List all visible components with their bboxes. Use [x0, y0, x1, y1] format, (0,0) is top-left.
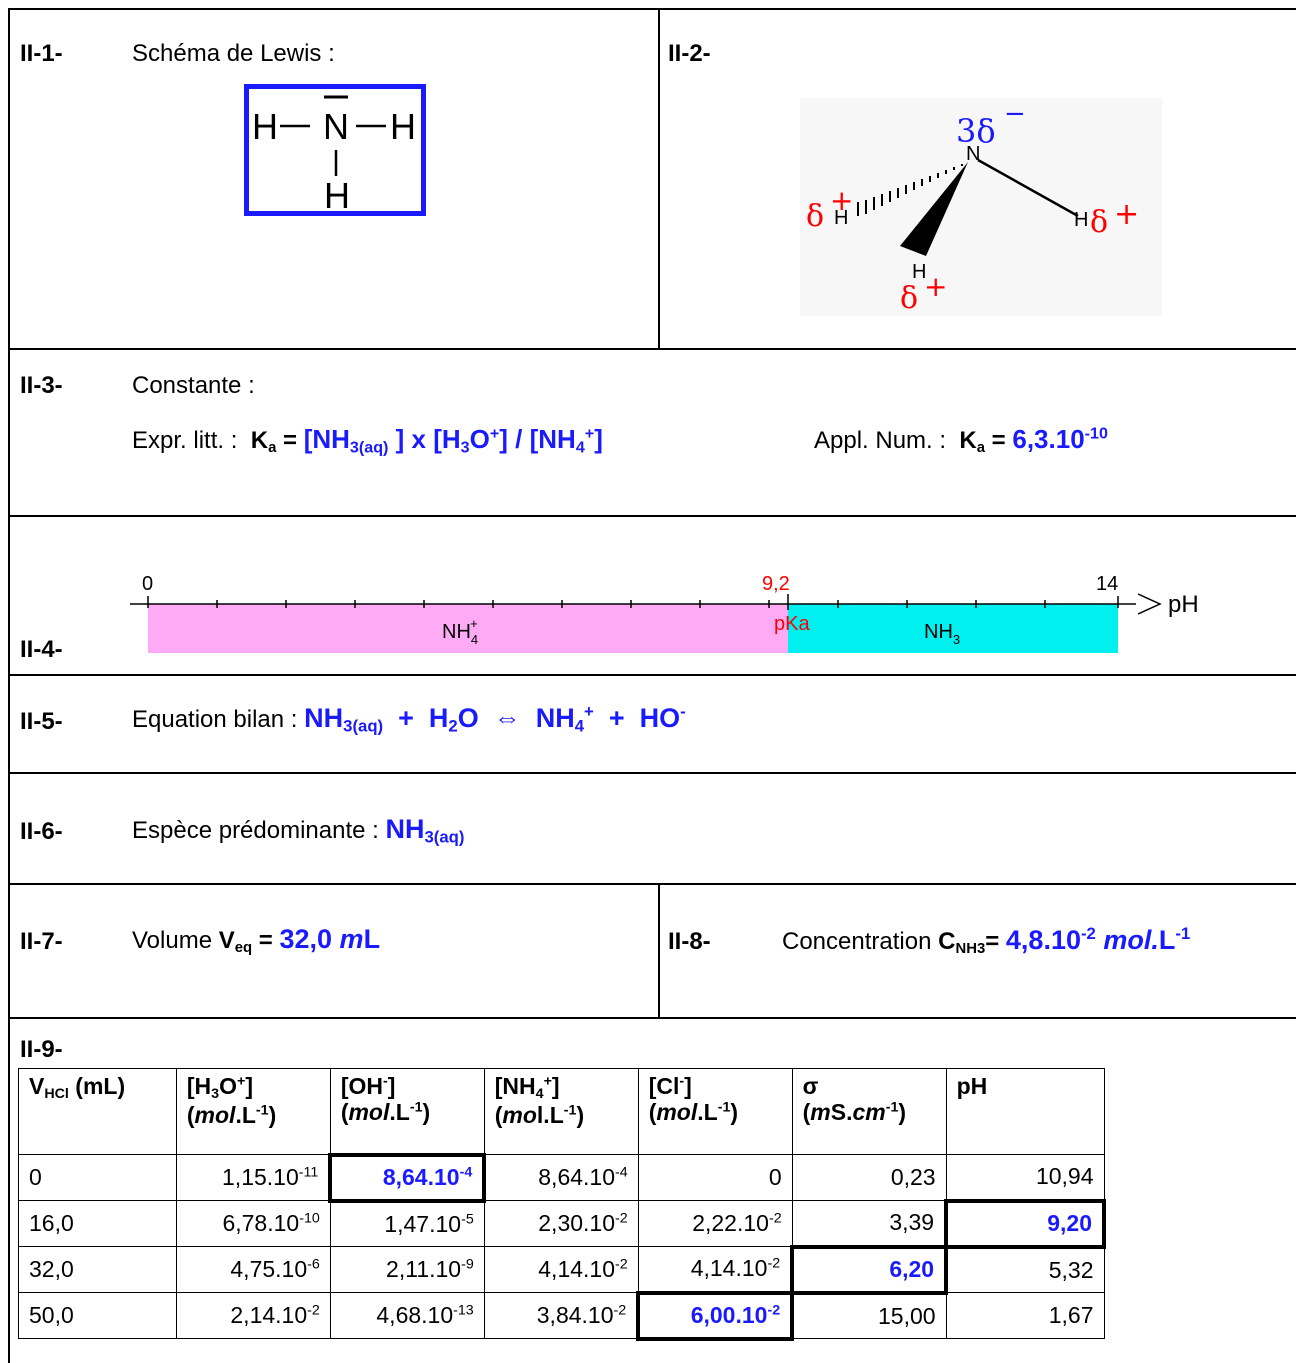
predominant-species: Espèce prédominante : NH3(aq)	[132, 814, 465, 847]
divider-s4-s5	[8, 674, 1296, 676]
divider-s8-s9	[8, 1017, 1296, 1019]
ka-expression: Expr. litt. : Ka = [NH3(aq) ] x [H3O+] /…	[132, 424, 603, 457]
col-sigma: σ (mS.cm-1)	[791, 1068, 947, 1155]
lewis-n: N	[323, 106, 349, 147]
concentration-value: Concentration CNH3= 4,8.10-2 mol.L-1	[782, 924, 1191, 958]
ka-value: Appl. Num. : Ka = 6,3.10-10	[814, 424, 1108, 457]
section-label-ii5: II-5-	[20, 708, 63, 735]
charge-n-minus: −	[1004, 99, 1026, 129]
table-row: 0 1,15.10-11 8,64.10-4 8,64.10-4 0 0,23 …	[18, 1152, 1105, 1203]
section-label-ii3: II-3-	[20, 372, 63, 399]
ph-tick-pka: 9,2	[762, 573, 790, 595]
atom-h-right: H	[1074, 209, 1088, 231]
section-label-ii2: II-2-	[668, 40, 711, 67]
ph-tick-0: 0	[142, 573, 153, 595]
section-label-ii4: II-4-	[20, 636, 63, 663]
ph-scale-diagram: 0 9,2 14 pH pKa NH4+ NH3	[130, 573, 1199, 653]
lewis-h-bottom: H	[324, 175, 350, 216]
lewis-title: Schéma de Lewis :	[132, 40, 335, 67]
highlight-sigma: 6,20	[790, 1244, 949, 1295]
section-label-ii9: II-9-	[20, 1036, 63, 1063]
atom-h-bottom: H	[912, 261, 926, 283]
atom-n: N	[966, 143, 980, 165]
plus-right: +	[1114, 197, 1139, 232]
table-row: 50,0 2,14.10-2 4,68.10-13 3,84.10-2 6,00…	[18, 1290, 1105, 1341]
section-label-ii6: II-6-	[20, 818, 63, 845]
section-label-ii1: II-1-	[20, 40, 63, 67]
divider-s7-s8	[658, 884, 660, 1018]
base-label: NH3	[924, 621, 960, 647]
col-h3o: [H3O+] (mol.L-1)	[175, 1068, 331, 1155]
pka-label: pKa	[774, 613, 810, 635]
divider-s2-s3	[8, 348, 1296, 350]
lewis-h-right: H	[390, 106, 416, 147]
reaction-equation: Equation bilan : NH3(aq) + H2O ⇔ NH4+ + …	[132, 702, 686, 736]
divider-s5-s6	[8, 772, 1296, 774]
delta-right: δ	[1090, 205, 1108, 240]
charge-n: 3δ	[956, 112, 996, 150]
lewis-h-left: H	[252, 106, 278, 147]
ph-axis-label: pH	[1168, 591, 1199, 618]
table-row: 32,0 4,75.10-6 2,11.10-9 4,14.10-2 4,14.…	[18, 1244, 1105, 1295]
titration-table: VHCl (mL) [H3O+] (mol.L-1) [OH-] (mol.L-1)…	[18, 1068, 1106, 1341]
divider-s3-s4	[8, 515, 1296, 517]
delta-left: δ	[806, 199, 824, 234]
divider-s1-s2	[658, 8, 660, 350]
acid-label: NH4+	[442, 616, 478, 647]
highlight-cl: 6,00.10-2	[636, 1290, 795, 1341]
ammonia-geometry: 3δ − N H δ + H δ + H δ +	[800, 98, 1162, 316]
section-label-ii7: II-7-	[20, 928, 63, 955]
section-label-ii8: II-8-	[668, 928, 711, 955]
plus-left: +	[830, 184, 853, 217]
delta-bottom: δ	[900, 281, 918, 316]
col-ph: pH	[945, 1068, 1105, 1155]
equivalence-volume: Volume Veq = 32,0 mL	[132, 924, 381, 957]
table-header-row: VHCl (mL) [H3O+] (mol.L-1) [OH-] (mol.L-1)…	[18, 1068, 1105, 1155]
frame-top	[8, 8, 1296, 10]
ph-tick-14: 14	[1096, 573, 1118, 595]
frame-left	[8, 8, 10, 1363]
plus-bottom: +	[924, 270, 947, 303]
atom-h-left: H	[834, 207, 848, 229]
highlight-oh: 8,64.10-4	[328, 1152, 487, 1203]
col-oh: [OH-] (mol.L-1)	[329, 1068, 485, 1155]
divider-s6-s7	[8, 883, 1296, 885]
lewis-structure: H N H H	[244, 84, 426, 216]
highlight-ph: 9,20	[944, 1198, 1106, 1249]
col-vhcl: VHCl (mL)	[18, 1068, 177, 1155]
constant-title: Constante :	[132, 372, 255, 399]
col-cl: [Cl-] (mol.L-1)	[637, 1068, 793, 1155]
col-nh4: [NH4+] (mol.L-1)	[483, 1068, 639, 1155]
table-row: 16,0 6,78.10-10 1,47.10-5 2,30.10-2 2,22…	[18, 1198, 1106, 1249]
